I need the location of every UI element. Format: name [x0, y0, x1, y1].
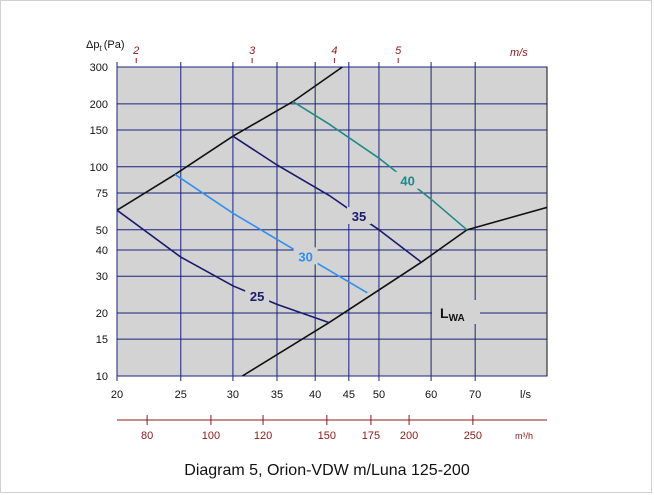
x-tick-label: 70: [469, 389, 481, 401]
y-tick-label: 10: [96, 371, 108, 383]
series-line-25: [117, 209, 330, 324]
flow-axis-ticks: 80 100 120 150 175 200 250: [141, 415, 482, 442]
x-tick-label: 60: [425, 389, 437, 401]
flow-tick-label: 150: [318, 430, 336, 442]
y-tick-label: 300: [90, 62, 108, 74]
plot-area: [116, 66, 548, 377]
y-tick-label: 150: [90, 125, 108, 137]
x-tick-label: 30: [227, 389, 239, 401]
flow-tick-label: 100: [202, 430, 220, 442]
grid: [116, 62, 547, 381]
series-line-30: [174, 173, 368, 294]
velocity-tick-label: 3: [249, 45, 256, 57]
flow-tick-label: 120: [254, 430, 272, 442]
series-line-35: [232, 135, 422, 263]
velocity-tick-label: 2: [132, 45, 139, 57]
flow-tick-label: 80: [141, 430, 153, 442]
velocity-axis-unit: m/s: [510, 47, 528, 59]
velocity-tick-label: 4: [331, 45, 337, 57]
flow-tick-label: 250: [464, 430, 482, 442]
x-tick-label: 20: [111, 389, 123, 401]
y-axis-label: Δpt (Pa): [86, 39, 124, 53]
y-tick-label: 100: [90, 162, 108, 174]
flow-tick-label: 175: [362, 430, 380, 442]
flow-tick-label: 200: [400, 430, 418, 442]
series-label-35: 35: [352, 209, 366, 224]
y-tick-label: 50: [96, 225, 108, 237]
flow-axis-unit: m³/h: [515, 431, 533, 441]
y-tick-label: 40: [96, 245, 108, 257]
figure-caption: Diagram 5, Orion-VDW m/Luna 125-200: [184, 462, 470, 479]
series-label-40: 40: [400, 174, 414, 189]
x-tick-label: 45: [343, 389, 355, 401]
series-label-25: 25: [250, 289, 264, 304]
velocity-tick-label: 5: [395, 45, 402, 57]
x-tick-label: 35: [271, 389, 283, 401]
series-layer: [117, 67, 547, 376]
lwa-label: LWA: [432, 300, 480, 324]
y-tick-label: 30: [96, 271, 108, 283]
y-tick-label: 200: [90, 99, 108, 111]
series-label-bg: [293, 247, 318, 265]
series-label-bg: [245, 286, 270, 304]
series-label-30: 30: [298, 249, 312, 264]
svg-text:LWA: LWA: [440, 305, 465, 324]
x-axis-unit: l/s: [520, 389, 532, 401]
x-tick-label: 25: [175, 389, 187, 401]
series-label-bg: [395, 171, 420, 189]
x-tick-label: 40: [309, 389, 321, 401]
series-line-40: [292, 100, 468, 231]
series-label-bg: [347, 207, 372, 225]
y-tick-label: 75: [96, 188, 108, 200]
x-tick-label: 50: [373, 389, 385, 401]
y-tick-label: 15: [96, 334, 108, 346]
y-tick-label: 20: [96, 308, 108, 320]
